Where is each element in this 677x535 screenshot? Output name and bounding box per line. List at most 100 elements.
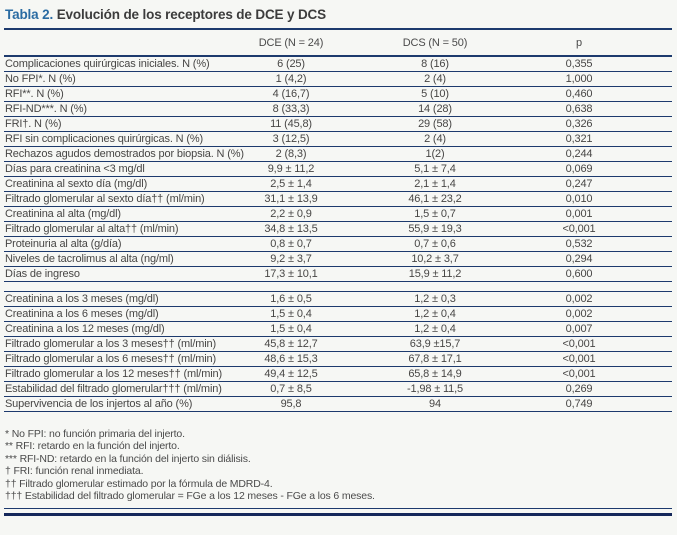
- cell-dcs: 10,2 ± 3,7: [356, 251, 514, 267]
- table-row: RFI sin complicaciones quirúrgicas. N (%…: [4, 131, 672, 147]
- row-spacer: [644, 161, 672, 177]
- row-spacer: [644, 251, 672, 267]
- cell-dce: 1 (4,2): [226, 71, 356, 87]
- cell-dce: 1,5 ± 0,4: [226, 321, 356, 337]
- row-label: Rechazos agudos demostrados por biopsia.…: [4, 146, 244, 162]
- row-label: Complicaciones quirúrgicas iniciales. N …: [4, 56, 226, 72]
- row-spacer: [644, 86, 672, 102]
- cell-dce: 95,8: [226, 396, 356, 412]
- cell-dcs: 2 (4): [356, 131, 514, 147]
- cell-dce: 49,4 ± 12,5: [226, 366, 356, 382]
- table-body: Complicaciones quirúrgicas iniciales. N …: [4, 56, 672, 412]
- row-label: Filtrado glomerular al alta†† (ml/min): [4, 221, 226, 237]
- cell-dcs: 2,1 ± 1,4: [356, 176, 514, 192]
- footnote: *** RFI-ND: retardo en la función del in…: [5, 452, 251, 465]
- cell-p: 1,000: [514, 71, 644, 87]
- footnote: ** RFI: retardo en la función del injert…: [5, 440, 180, 453]
- table-row: Creatinina a los 6 meses (mg/dl) 1,5 ± 0,…: [4, 306, 672, 322]
- cell-p: <0,001: [514, 366, 644, 382]
- cell-dce: 17,3 ± 10,1: [226, 266, 356, 282]
- cell-p: 0,001: [514, 206, 644, 222]
- table-row: Creatinina al sexto día (mg/dl) 2,5 ± 1,4…: [4, 176, 672, 192]
- table-number: Tabla 2.: [5, 7, 54, 22]
- cell-p: 0,638: [514, 101, 644, 117]
- cell-dce: 9,2 ± 3,7: [226, 251, 356, 267]
- row-spacer: [644, 191, 672, 207]
- cell-dcs: -1,98 ± 11,5: [356, 381, 514, 397]
- column-header-p: p: [514, 30, 644, 57]
- row-label: Filtrado glomerular al sexto día†† (ml/m…: [4, 191, 226, 207]
- column-header-dce: DCE (N = 24): [226, 30, 356, 57]
- cell-p: 0,321: [514, 131, 644, 147]
- cell-dcs: 46,1 ± 23,2: [356, 191, 514, 207]
- cell-p: 0,007: [514, 321, 644, 337]
- row-spacer: [644, 56, 672, 72]
- row-label: No FPI*. N (%): [4, 71, 226, 87]
- title-rule-divider: [4, 28, 672, 30]
- table-row: Complicaciones quirúrgicas iniciales. N …: [4, 56, 672, 72]
- header-row: DCE (N = 24) DCS (N = 50) p: [4, 30, 672, 57]
- table-row: Creatinina a los 3 meses (mg/dl) 1,6 ± 0,…: [4, 291, 672, 307]
- section-gap-cell: [4, 282, 672, 292]
- table-row: Filtrado glomerular al sexto día†† (ml/m…: [4, 191, 672, 207]
- cell-p: 0,532: [514, 236, 644, 252]
- cell-dce: 0,8 ± 0,7: [226, 236, 356, 252]
- table-row: RFI-ND***. N (%) 8 (33,3) 14 (28) 0,638: [4, 101, 672, 117]
- cell-dcs: 63,9 ±15,7: [356, 336, 514, 352]
- cell-dcs: 55,9 ± 19,3: [356, 221, 514, 237]
- row-spacer: [644, 366, 672, 382]
- cell-dcs: 5 (10): [356, 86, 514, 102]
- cell-p: 0,002: [514, 291, 644, 307]
- footnote: † FRI: función renal inmediata.: [5, 465, 144, 478]
- cell-dcs: 14 (28): [356, 101, 514, 117]
- row-label: Filtrado glomerular a los 12 meses†† (ml…: [4, 366, 226, 382]
- cell-p: 0,269: [514, 381, 644, 397]
- cell-dce: 45,8 ± 12,7: [226, 336, 356, 352]
- table-row: Filtrado glomerular a los 6 meses†† (ml/…: [4, 351, 672, 367]
- row-label: Supervivencia de los injertos al año (%): [4, 396, 226, 412]
- cell-dce: 34,8 ± 13,5: [226, 221, 356, 237]
- row-label: RFI-ND***. N (%): [4, 101, 226, 117]
- table-row: Proteinuria al alta (g/día) 0,8 ± 0,7 0,7 …: [4, 236, 672, 252]
- table-row: FRI†. N (%) 11 (45,8) 29 (58) 0,326: [4, 116, 672, 132]
- row-label: RFI**. N (%): [4, 86, 226, 102]
- cell-p: 0,002: [514, 306, 644, 322]
- cell-dce: 8 (33,3): [226, 101, 356, 117]
- table-row: Estabilidad del filtrado glomerular††† (…: [4, 381, 672, 397]
- cell-dcs: 65,8 ± 14,9: [356, 366, 514, 382]
- cell-dcs: 8 (16): [356, 56, 514, 72]
- row-spacer: [644, 101, 672, 117]
- table-title-text: Evolución de los receptores de DCE y DCS: [56, 7, 327, 22]
- column-header-spacer: [644, 30, 672, 57]
- cell-dce: 1,6 ± 0,5: [226, 291, 356, 307]
- column-header-empty: [4, 30, 226, 57]
- table-row: Supervivencia de los injertos al año (%)…: [4, 396, 672, 412]
- cell-p: 0,460: [514, 86, 644, 102]
- cell-dce: 6 (25): [226, 56, 356, 72]
- table-row: RFI**. N (%) 4 (16,7) 5 (10) 0,460: [4, 86, 672, 102]
- cell-dcs: 5,1 ± 7,4: [356, 161, 514, 177]
- row-spacer: [644, 206, 672, 222]
- row-spacer: [644, 146, 672, 162]
- footnote: †† Filtrado glomerular estimado por la f…: [5, 477, 273, 490]
- row-spacer: [644, 266, 672, 282]
- cell-dce: 31,1 ± 13,9: [226, 191, 356, 207]
- row-label: Filtrado glomerular a los 6 meses†† (ml/…: [4, 351, 226, 367]
- footnote: ††† Estabilidad del filtrado glomerular …: [5, 490, 375, 503]
- table-row: Filtrado glomerular al alta†† (ml/min) 34…: [4, 221, 672, 237]
- row-spacer: [644, 116, 672, 132]
- cell-dcs: 15,9 ± 11,2: [356, 266, 514, 282]
- table-row: Filtrado glomerular a los 3 meses†† (ml/…: [4, 336, 672, 352]
- row-spacer: [644, 291, 672, 307]
- cell-dce: 2 (8,3): [226, 146, 356, 162]
- row-spacer: [644, 221, 672, 237]
- row-label: RFI sin complicaciones quirúrgicas. N (%…: [4, 131, 226, 147]
- row-label: Niveles de tacrolimus al alta (ng/ml): [4, 251, 226, 267]
- cell-p: 0,069: [514, 161, 644, 177]
- row-spacer: [644, 351, 672, 367]
- row-label: Creatinina a los 3 meses (mg/dl): [4, 291, 226, 307]
- cell-dcs: 1,2 ± 0,4: [356, 321, 514, 337]
- row-spacer: [644, 236, 672, 252]
- cell-dce: 11 (45,8): [226, 116, 356, 132]
- footnotes: * No FPI: no función primaria del injert…: [4, 428, 672, 502]
